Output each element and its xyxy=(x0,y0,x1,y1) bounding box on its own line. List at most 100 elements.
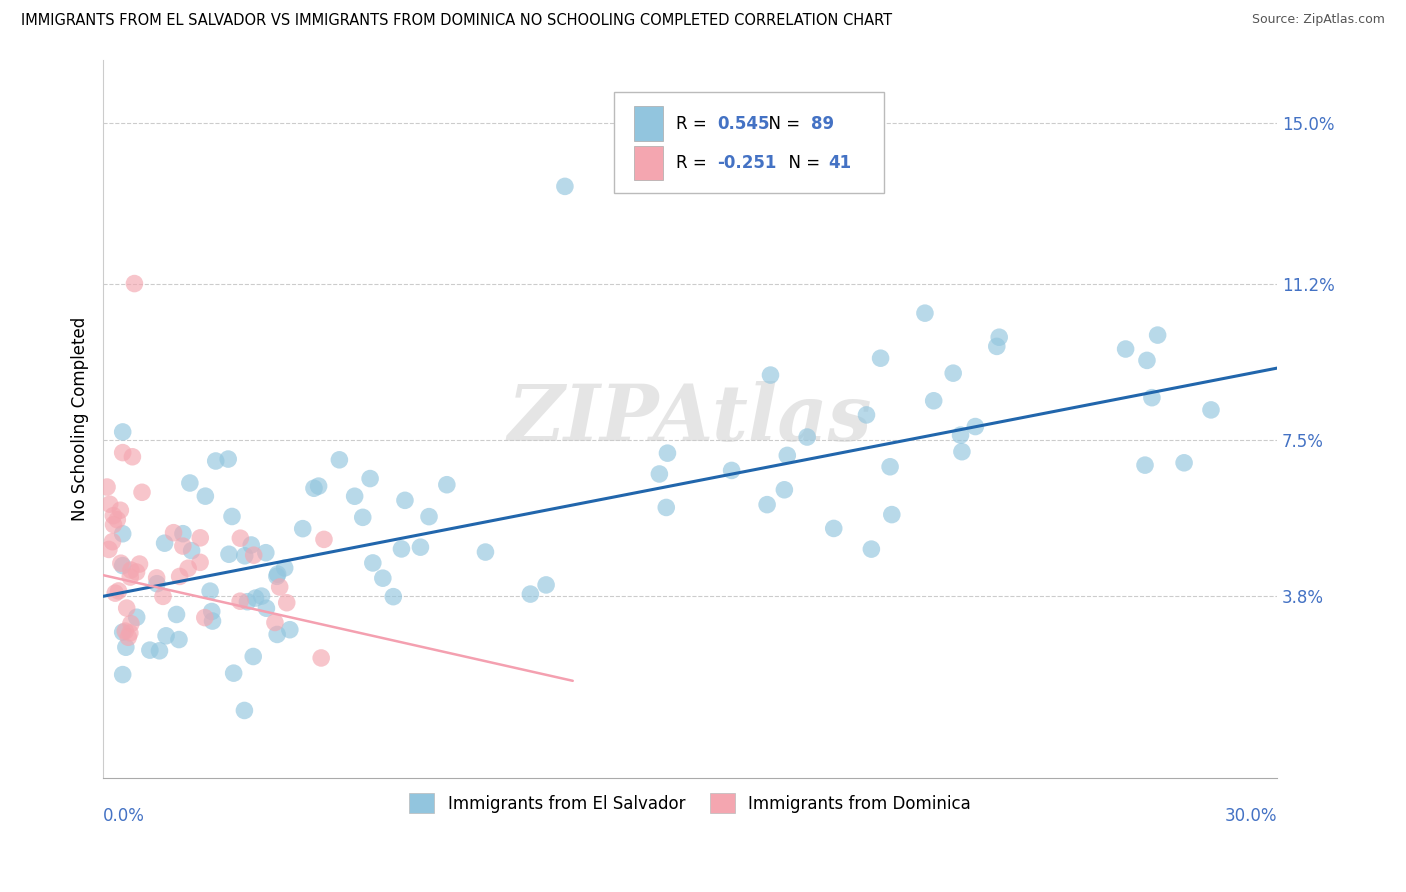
Point xyxy=(657,446,679,460)
Point xyxy=(869,351,891,366)
Point xyxy=(519,587,541,601)
Point xyxy=(128,557,150,571)
Point xyxy=(254,546,277,560)
Point xyxy=(1199,403,1222,417)
Point xyxy=(120,563,142,577)
Point xyxy=(201,614,224,628)
Point xyxy=(125,565,148,579)
Point xyxy=(328,452,350,467)
Point xyxy=(146,576,169,591)
Y-axis label: No Schooling Completed: No Schooling Completed xyxy=(72,317,89,521)
Point xyxy=(103,517,125,532)
Point xyxy=(111,425,134,439)
Point xyxy=(162,525,184,540)
Text: R =: R = xyxy=(676,114,711,133)
Point xyxy=(111,625,134,640)
Point xyxy=(254,601,277,615)
Point xyxy=(229,531,252,545)
Point xyxy=(534,578,557,592)
Point xyxy=(394,493,416,508)
Point xyxy=(107,583,129,598)
Point xyxy=(250,589,273,603)
Text: ZIPAtlas: ZIPAtlas xyxy=(508,381,872,457)
Point xyxy=(391,541,413,556)
Point xyxy=(245,591,267,605)
Point xyxy=(169,569,191,583)
Point xyxy=(986,339,1008,353)
Point xyxy=(361,556,384,570)
Point xyxy=(965,419,987,434)
Point xyxy=(125,610,148,624)
Point xyxy=(98,497,121,511)
Point xyxy=(111,445,134,459)
Point xyxy=(922,393,945,408)
Text: N =: N = xyxy=(778,154,825,172)
Point xyxy=(152,590,174,604)
Point xyxy=(352,510,374,524)
Point xyxy=(879,459,901,474)
Point xyxy=(115,640,138,655)
Point xyxy=(655,500,678,515)
Point xyxy=(217,452,239,467)
Point xyxy=(167,632,190,647)
Point xyxy=(880,508,903,522)
Point xyxy=(233,549,256,563)
Point xyxy=(942,366,965,380)
Point xyxy=(914,306,936,320)
Point xyxy=(166,607,188,622)
Text: -0.251: -0.251 xyxy=(717,154,776,172)
Point xyxy=(148,644,170,658)
Point xyxy=(111,667,134,681)
Point xyxy=(382,590,405,604)
Point xyxy=(1140,391,1163,405)
Point xyxy=(114,624,136,638)
Point xyxy=(121,450,143,464)
Point xyxy=(97,542,120,557)
Point xyxy=(188,531,211,545)
Point xyxy=(120,570,142,584)
Point xyxy=(236,595,259,609)
Point xyxy=(1136,353,1159,368)
Point xyxy=(233,703,256,717)
Point xyxy=(312,533,335,547)
Point xyxy=(291,522,314,536)
Point xyxy=(776,449,799,463)
Point xyxy=(309,651,332,665)
FancyBboxPatch shape xyxy=(634,145,664,180)
Point xyxy=(1133,458,1156,472)
Point xyxy=(105,513,128,527)
Text: Source: ZipAtlas.com: Source: ZipAtlas.com xyxy=(1251,13,1385,27)
Point xyxy=(308,479,330,493)
Point xyxy=(118,626,141,640)
Point xyxy=(988,330,1011,344)
Point xyxy=(194,489,217,503)
Point xyxy=(172,539,194,553)
Point xyxy=(273,561,295,575)
Point xyxy=(204,454,226,468)
Point xyxy=(278,623,301,637)
Point xyxy=(104,586,127,600)
Point xyxy=(198,584,221,599)
Point xyxy=(242,649,264,664)
Point xyxy=(855,408,877,422)
Point xyxy=(266,567,288,582)
Point xyxy=(110,503,132,517)
Point xyxy=(1146,328,1168,343)
Point xyxy=(124,277,146,291)
Point xyxy=(131,485,153,500)
Point xyxy=(188,555,211,569)
Point xyxy=(222,666,245,681)
Point xyxy=(180,543,202,558)
Point xyxy=(240,538,263,552)
Point xyxy=(823,521,845,535)
Point xyxy=(648,467,671,481)
Text: IMMIGRANTS FROM EL SALVADOR VS IMMIGRANTS FROM DOMINICA NO SCHOOLING COMPLETED C: IMMIGRANTS FROM EL SALVADOR VS IMMIGRANT… xyxy=(21,13,893,29)
Point xyxy=(554,179,576,194)
Point xyxy=(773,483,796,497)
Point xyxy=(1115,342,1137,356)
Point xyxy=(276,596,298,610)
Point xyxy=(221,509,243,524)
Point xyxy=(201,605,224,619)
Point xyxy=(145,571,167,585)
Point xyxy=(264,615,287,630)
